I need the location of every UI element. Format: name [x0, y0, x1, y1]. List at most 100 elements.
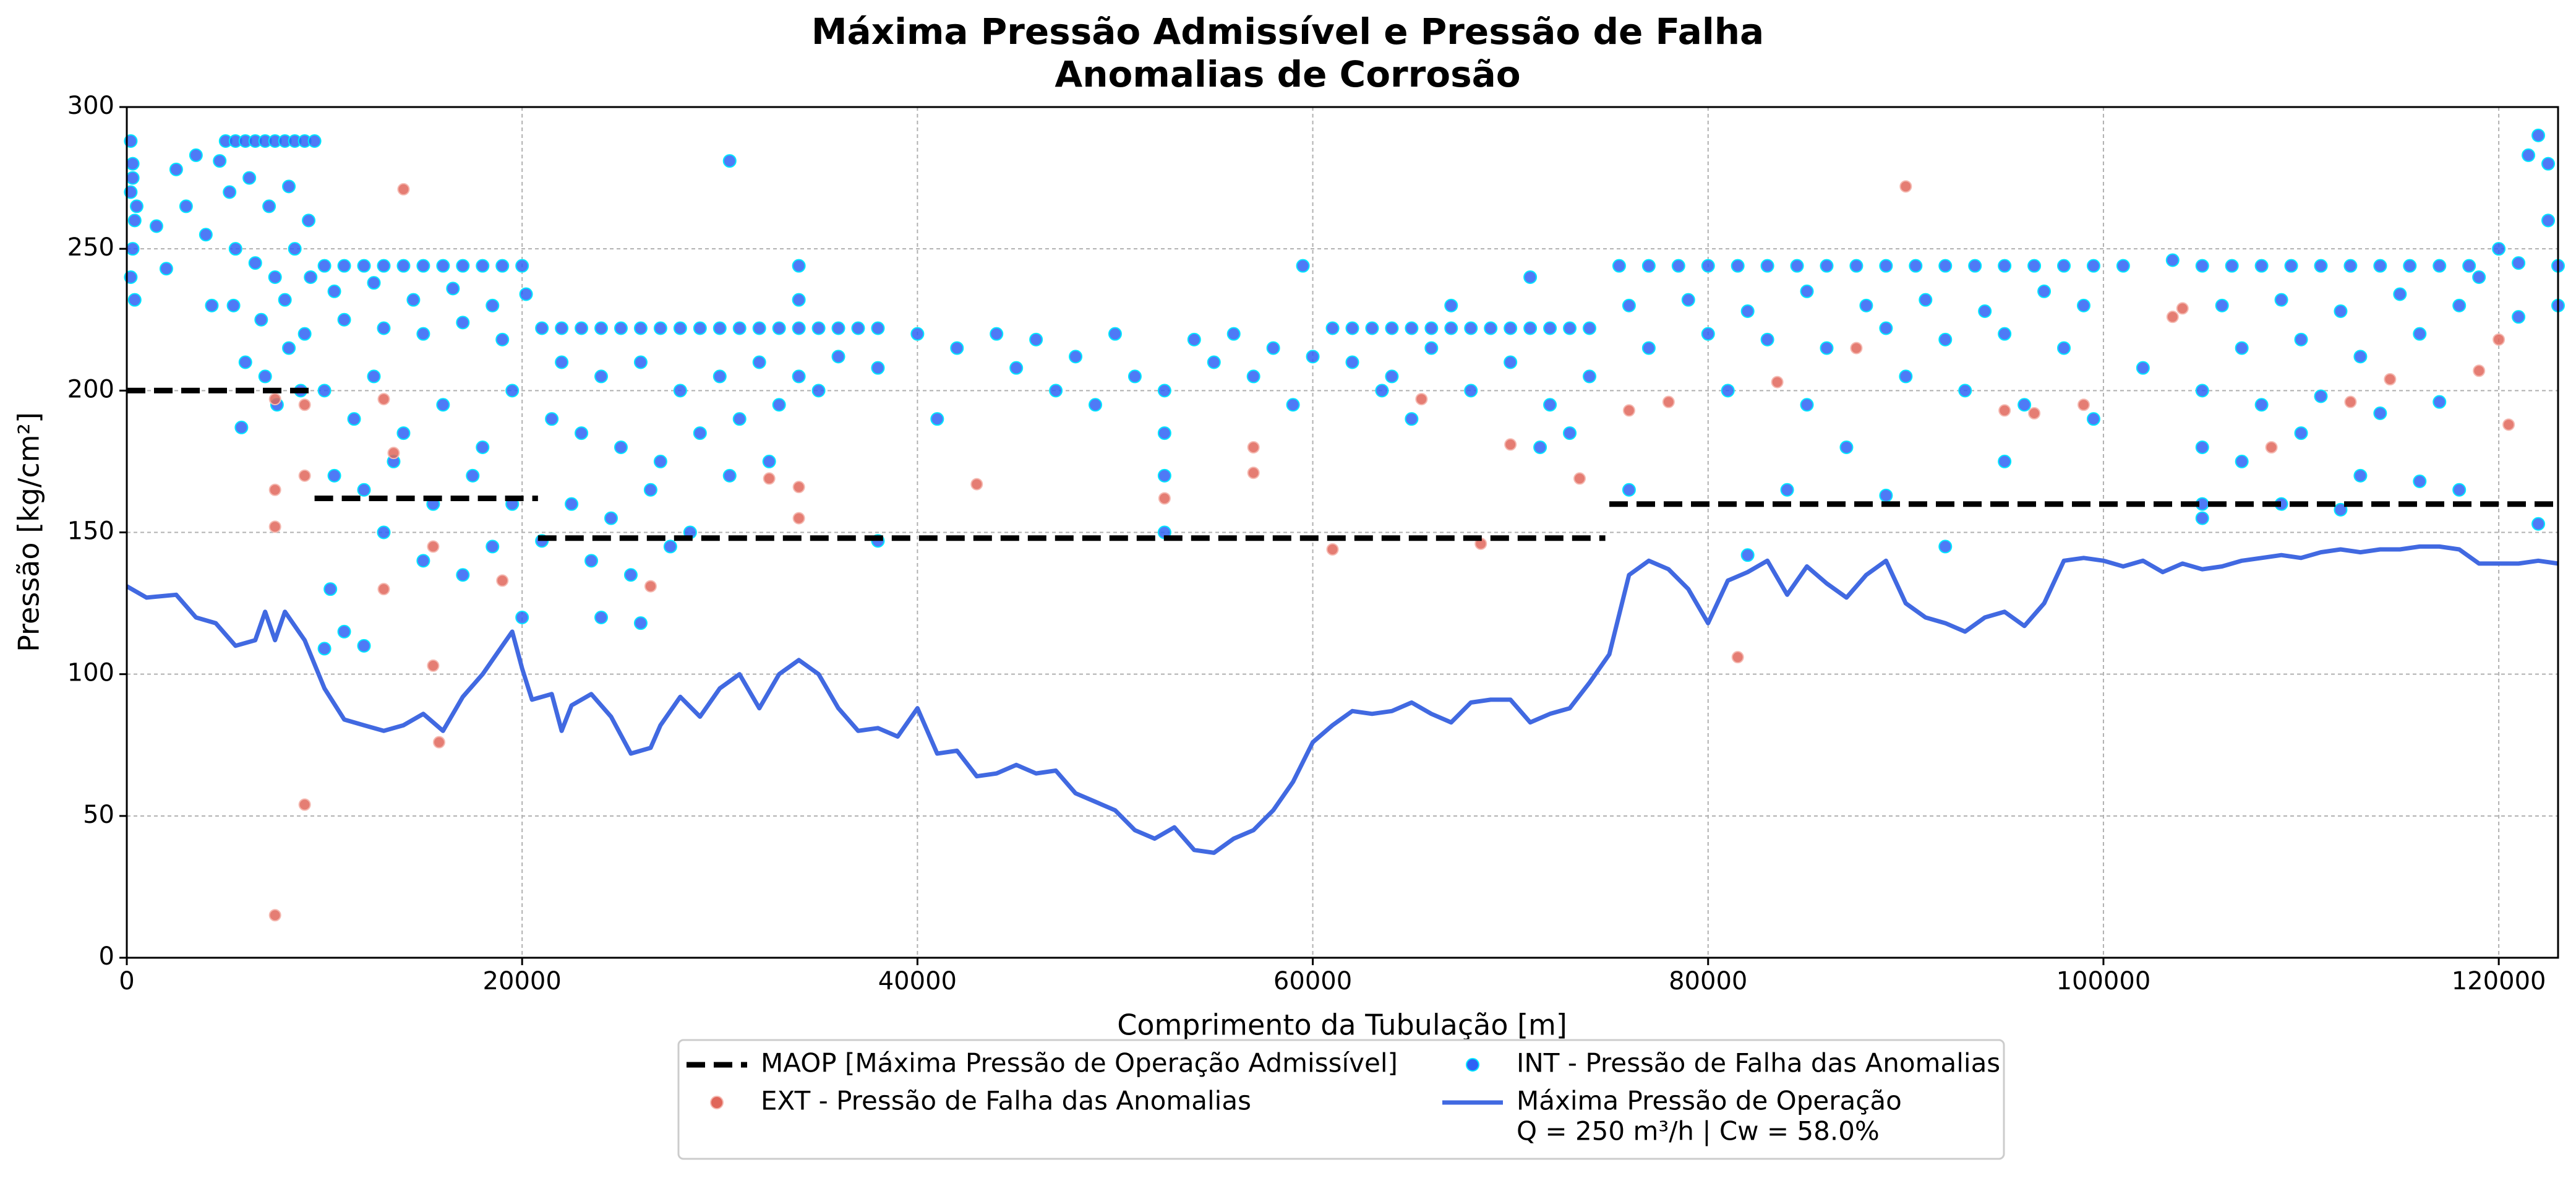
data-point: [1998, 454, 2012, 468]
data-point: [1543, 398, 1557, 412]
data-point: [1622, 298, 1636, 312]
data-point: [268, 909, 281, 922]
data-point: [693, 321, 707, 335]
data-point: [2541, 213, 2556, 228]
data-point: [644, 580, 657, 593]
data-point: [555, 321, 569, 335]
data-point: [1790, 259, 1804, 273]
data-point: [486, 540, 500, 554]
data-point: [990, 327, 1004, 341]
data-point: [149, 219, 163, 233]
data-point: [1375, 384, 1389, 398]
data-point: [377, 321, 391, 335]
data-point: [377, 393, 390, 406]
data-point: [1296, 259, 1310, 273]
data-point: [159, 262, 173, 276]
data-point: [1820, 341, 1834, 355]
data-point: [2314, 389, 2328, 403]
data-point: [1641, 259, 1656, 273]
data-point: [970, 478, 983, 491]
data-point: [575, 321, 589, 335]
x-tick-label: 60000: [1273, 967, 1352, 995]
data-point: [298, 398, 311, 411]
x-tick-label: 100000: [2056, 967, 2151, 995]
data-point: [234, 420, 249, 434]
data-point: [519, 287, 533, 301]
data-point: [653, 454, 667, 468]
data-point: [2195, 384, 2209, 398]
data-point: [2027, 259, 2042, 273]
data-point: [302, 213, 316, 228]
data-point: [1306, 350, 1320, 364]
data-point: [2284, 259, 2298, 273]
data-point: [614, 441, 628, 454]
data-point: [1325, 321, 1340, 335]
data-point: [545, 412, 559, 426]
data-point: [633, 616, 648, 630]
data-point: [1415, 393, 1428, 406]
data-point: [254, 312, 268, 327]
data-point: [1069, 350, 1083, 364]
data-point: [752, 321, 766, 335]
y-tick-label: 250: [67, 233, 114, 262]
legend-label: EXT - Pressão de Falha das Anomalias: [761, 1086, 1251, 1116]
legend-label: INT - Pressão de Falha das Anomalias: [1517, 1048, 2000, 1078]
x-tick-label: 0: [119, 967, 134, 995]
x-axis-label: Comprimento da Tubulação [m]: [1117, 1008, 1567, 1042]
data-point: [831, 321, 845, 335]
data-point: [1157, 384, 1171, 398]
data-point: [427, 540, 440, 553]
legend-label: Q = 250 m³/h | Cw = 58.0%: [1517, 1116, 1880, 1146]
x-tick-label: 120000: [2452, 967, 2546, 995]
data-point: [1771, 376, 1784, 389]
data-point: [456, 259, 470, 273]
data-point: [327, 468, 341, 483]
data-point: [1049, 384, 1063, 398]
data-point: [317, 259, 332, 273]
data-point: [772, 321, 786, 335]
data-point: [1266, 341, 1280, 355]
data-point: [2265, 441, 2278, 454]
data-point: [436, 398, 450, 412]
chart-title: Anomalias de Corrosão: [1055, 53, 1520, 95]
data-point: [762, 454, 776, 468]
data-point: [126, 171, 140, 185]
data-point: [1582, 369, 1596, 384]
data-point: [2433, 395, 2447, 409]
data-point: [594, 321, 609, 335]
data-point: [2531, 128, 2546, 142]
data-point: [1187, 332, 1201, 346]
data-point: [594, 611, 609, 624]
data-point: [1850, 342, 1863, 355]
data-point: [327, 284, 341, 298]
data-point: [357, 259, 371, 273]
data-point: [811, 321, 826, 335]
data-point: [2225, 259, 2239, 273]
data-point: [2086, 412, 2100, 426]
data-point: [792, 512, 805, 525]
data-point: [126, 242, 140, 256]
legend-label: MAOP [Máxima Pressão de Operação Admissí…: [761, 1048, 1398, 1078]
data-point: [377, 259, 391, 273]
data-point: [851, 321, 865, 335]
data-point: [2254, 398, 2269, 412]
legend-handle: [710, 1096, 724, 1109]
data-point: [1424, 341, 1439, 355]
data-point: [792, 259, 806, 273]
data-point: [1504, 355, 1518, 369]
data-point: [367, 276, 381, 290]
data-point: [1899, 180, 1912, 193]
data-point: [2235, 454, 2249, 468]
data-point: [1563, 321, 1577, 335]
data-point: [304, 270, 318, 284]
data-point: [2136, 361, 2150, 375]
data-point: [693, 426, 707, 441]
y-axis-label: Pressão [kg/cm²]: [12, 412, 46, 652]
data-point: [1662, 395, 1675, 408]
y-tick-label: 0: [99, 942, 114, 971]
y-tick-label: 150: [67, 517, 114, 546]
data-point: [278, 293, 292, 307]
data-point: [2077, 398, 2090, 411]
data-point: [2057, 259, 2071, 273]
